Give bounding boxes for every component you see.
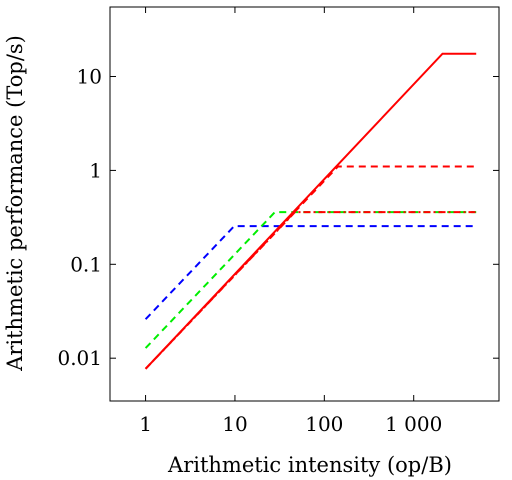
y-tick-label: 10 [77,65,102,89]
x-tick-label: 10 [222,412,247,436]
series-line-3 [144,165,477,370]
chart-marks [144,52,477,370]
axis-ticks: 1 10 100 1 000 0.01 0.1 1 10 [57,7,499,436]
series-line-4 [144,211,477,370]
y-tick-label: 1 [89,158,102,182]
x-tick-label: 1 [139,412,152,436]
x-tick-label: 1 000 [385,412,442,436]
series-line-1 [144,225,477,320]
x-axis-label: Arithmetic intensity (op/B) [167,453,452,477]
series-line-2 [144,211,477,349]
series-line-5 [144,52,477,370]
y-tick-label: 0.01 [57,346,102,370]
x-tick-label: 100 [305,412,343,436]
y-axis-label: Arithmetic performance (Top/s) [3,35,27,372]
y-tick-label: 0.1 [70,252,102,276]
plot-frame [109,6,500,402]
